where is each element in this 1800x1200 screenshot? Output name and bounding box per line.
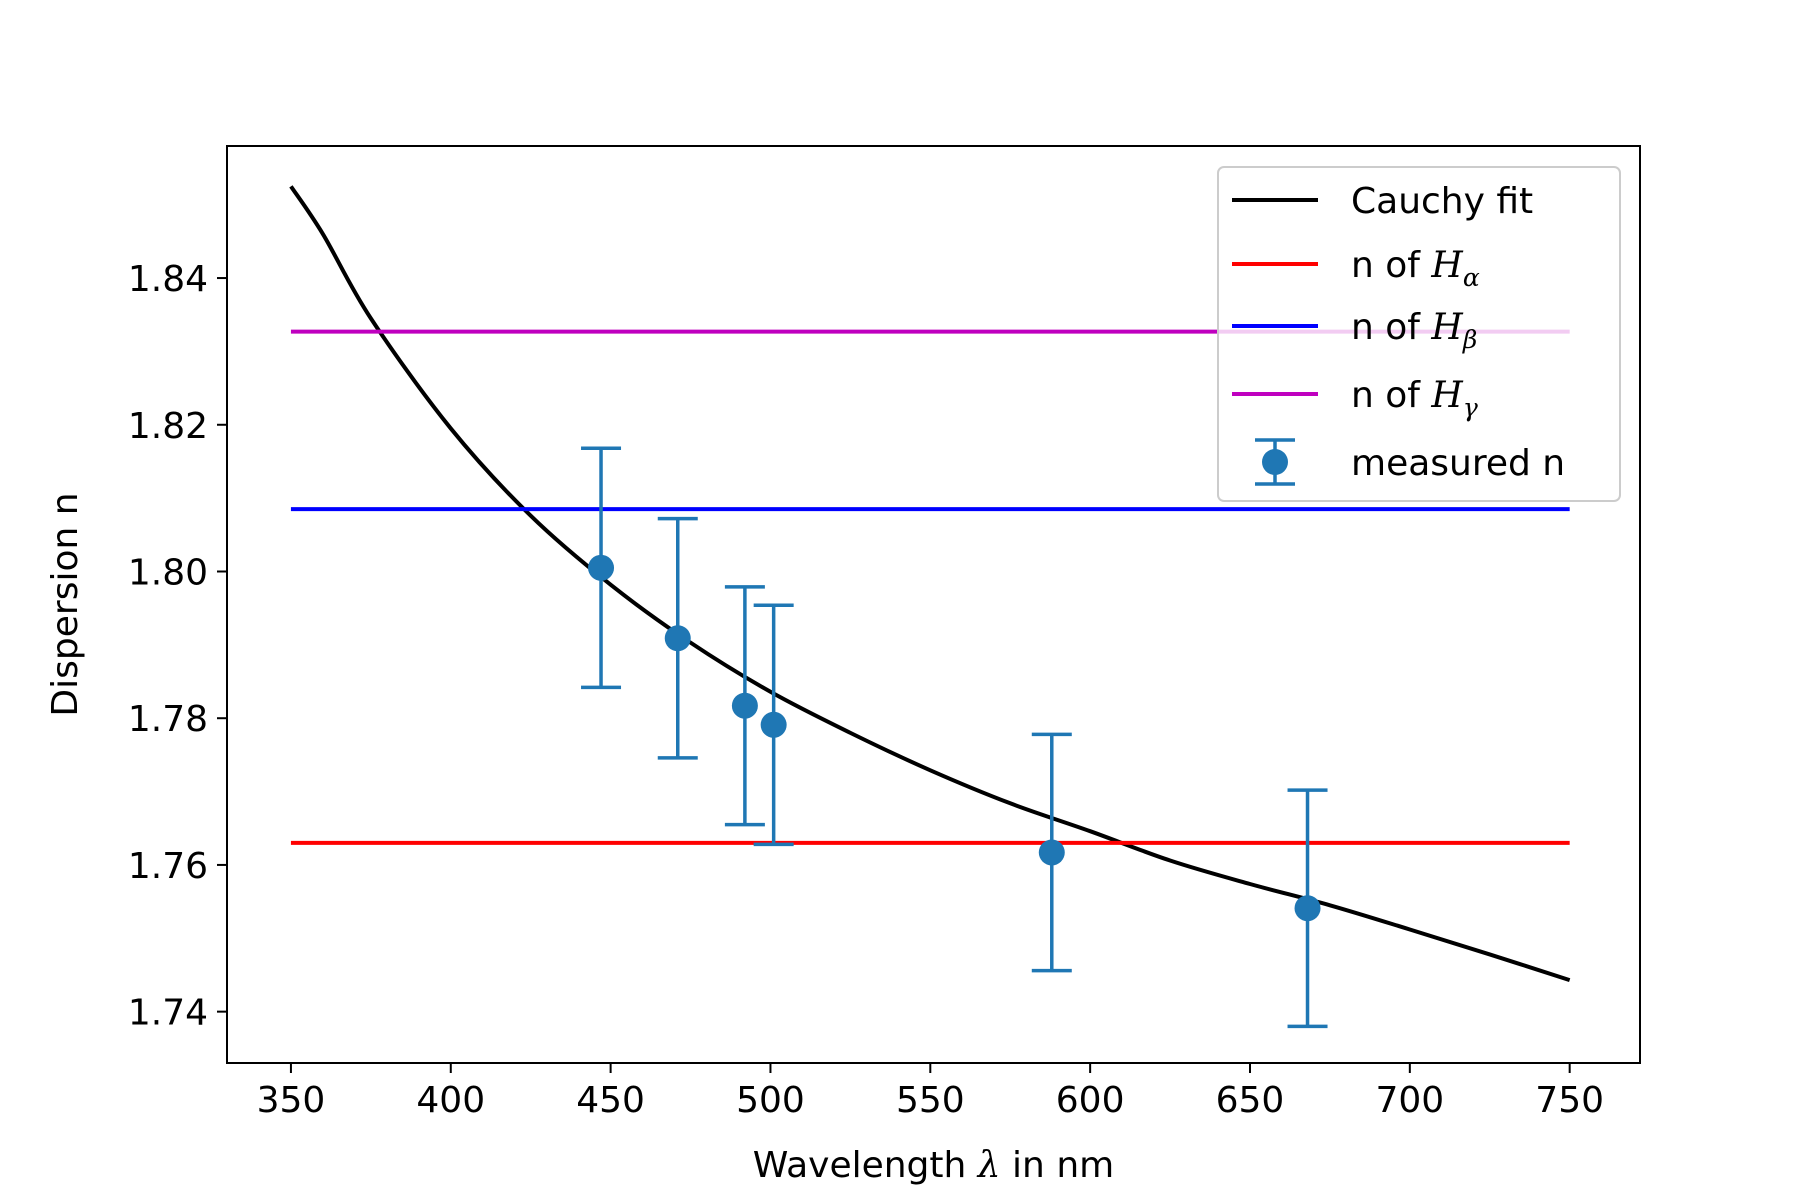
y-tick-label: 1.80: [128, 552, 208, 593]
legend-label-prefix: n of: [1351, 307, 1431, 348]
plot-area: [289, 185, 1571, 1029]
measured-point: [1038, 839, 1065, 866]
legend-label-subscript: β: [1462, 325, 1477, 354]
y-tick-label: 1.74: [128, 993, 208, 1034]
x-tick-label: 600: [1056, 1080, 1125, 1121]
measured-point: [731, 692, 758, 719]
x-tick-label: 400: [416, 1080, 485, 1121]
legend-label-prefix: n of: [1351, 375, 1431, 416]
legend-box: [1217, 166, 1621, 502]
x-tick-label: 550: [896, 1080, 965, 1121]
legend-label-symbol: H: [1430, 245, 1463, 286]
y-axis-label: Dispersion n: [45, 492, 86, 716]
legend-entry-label: measured n: [1351, 443, 1565, 484]
x-tick-label: 650: [1216, 1080, 1285, 1121]
measured-point: [1294, 895, 1321, 922]
x-axis-label: Wavelength λ in nm: [753, 1145, 1114, 1186]
legend-marker-point: [1262, 449, 1288, 475]
x-axis-label-prefix: Wavelength: [753, 1145, 978, 1186]
legend-label-symbol: H: [1430, 375, 1463, 416]
legend-label-symbol: H: [1430, 307, 1463, 348]
axis-ticks: 350 400 450 500 550 600 650 700 750 1.74 1.76 1.78 1…: [128, 259, 1604, 1121]
legend-entry-label: n of Hγ: [1351, 375, 1478, 422]
axes-frame: [226, 145, 1641, 1064]
y-tick-label: 1.84: [128, 259, 208, 300]
measured-point: [588, 554, 615, 581]
x-axis-label-symbol: λ: [976, 1145, 1001, 1186]
x-tick-label: 350: [257, 1080, 326, 1121]
x-tick-label: 700: [1375, 1080, 1444, 1121]
x-tick-label: 750: [1535, 1080, 1604, 1121]
x-tick-label: 500: [736, 1080, 805, 1121]
measured-point: [664, 625, 691, 652]
legend-label-prefix: n of: [1351, 245, 1431, 286]
measured-point: [760, 711, 787, 738]
y-tick-label: 1.76: [128, 846, 208, 887]
y-tick-label: 1.82: [128, 406, 208, 447]
legend-label-subscript: γ: [1463, 393, 1478, 422]
y-tick-label: 1.78: [128, 699, 208, 740]
legend-entry-label: n of Hβ: [1351, 307, 1477, 354]
legend-entry-label: n of Hα: [1351, 245, 1480, 292]
legend-entry-label: Cauchy fit: [1351, 181, 1533, 222]
cauchy-fit-curve: [289, 185, 1571, 983]
x-axis-label-suffix: in nm: [1001, 1145, 1115, 1186]
x-tick-label: 450: [576, 1080, 645, 1121]
legend-label-subscript: α: [1463, 263, 1480, 292]
